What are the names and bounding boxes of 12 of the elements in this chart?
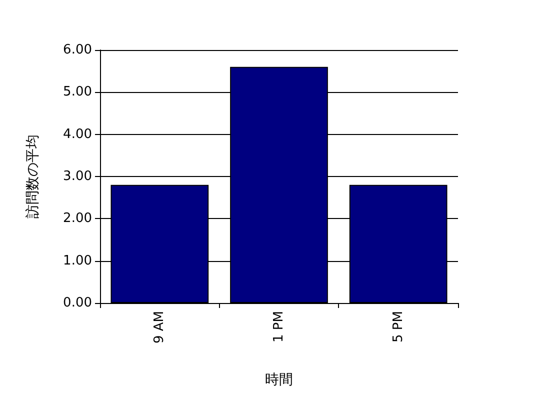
y-tick-label: 3.00	[63, 169, 92, 184]
y-tick-label: 6.00	[63, 42, 92, 58]
y-tick-label: 0.00	[63, 296, 92, 310]
x-axis-title: 時間	[265, 372, 293, 388]
x-tick-label: 1 PM	[272, 311, 286, 342]
x-tick-label: 5 PM	[390, 311, 406, 342]
y-tick-label: 2.00	[63, 211, 92, 226]
y-axis-title: 訪問数の平均	[25, 134, 41, 218]
x-tick-label: 9 AM	[152, 311, 168, 344]
y-tick-label: 5.00	[63, 84, 92, 100]
y-tick-label: 1.00	[63, 253, 92, 268]
y-tick-label: 4.00	[63, 126, 92, 142]
